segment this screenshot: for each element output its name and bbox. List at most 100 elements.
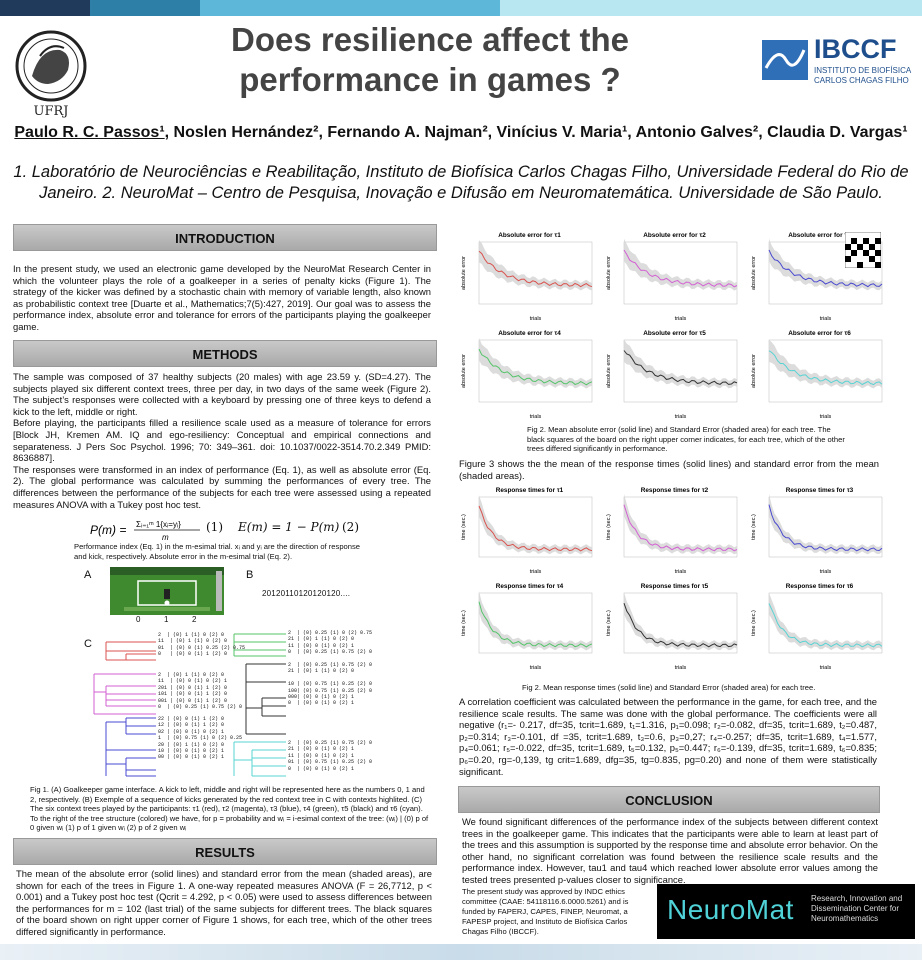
top-color-bar [0, 0, 922, 16]
tree-tau6 [233, 741, 286, 777]
methods-p1: The sample was composed of 37 healthy su… [13, 371, 431, 417]
svg-text:m: m [162, 533, 169, 542]
fig2-absolute-error-plots: Absolute error for τ1 trials absolute erro… [457, 228, 897, 428]
fig2-title-1: Absolute error for τ1 [498, 232, 561, 239]
title-line-1: Does resilience affect the [231, 21, 629, 58]
fig3-xlabel-4: trials [530, 665, 542, 671]
neuromat-tag-2: Dissemination Center for [811, 904, 900, 913]
fig1-caption: Fig 1. (A) Goalkeeper game interface. A … [30, 785, 429, 833]
fig2-mean-line-6 [768, 350, 883, 386]
other-authors: , Noslen Hernández², Fernando A. Najman²… [164, 124, 908, 141]
fig3-title-4: Response times for τ4 [496, 583, 564, 590]
svg-text:P(m) =: P(m) = [90, 523, 126, 537]
fig3-mean-line-5 [623, 603, 738, 648]
fig2-mean-line-5 [623, 350, 738, 385]
fig3-xlabel-5: trials [675, 665, 687, 671]
significance-board [844, 231, 882, 269]
panel-b-label: B [246, 569, 254, 581]
fig2-ylabel-2: absolute error [606, 256, 612, 290]
conclusion-heading: CONCLUSION [458, 786, 880, 813]
results-text: The mean of the absolute error (solid li… [16, 868, 432, 937]
fig2-se-band-5 [624, 339, 737, 389]
ibccf-label: IBCCF [814, 34, 897, 64]
fig2-se-band-1 [479, 240, 592, 291]
fig2-title-2: Absolute error for τ2 [643, 232, 706, 239]
goal-label-1: 1 [164, 615, 169, 624]
fig2-ylabel-1: absolute error [461, 256, 467, 290]
kick-sequence: 20120110120120120.... [262, 589, 350, 598]
fig3-xlabel-2: trials [675, 569, 687, 575]
context-trees: 2 | (0) 1 (1) 0 (2) 0 11 | (0) 1 (1) 0 (… [86, 630, 436, 780]
fig3-mean-line-1 [478, 505, 593, 552]
fig3-se-band-5 [624, 592, 737, 651]
fig3-title-2: Response times for τ2 [641, 487, 709, 494]
fig2-xlabel-1: trials [530, 316, 542, 322]
neuromat-tagline: Research, Innovation and Dissemination C… [811, 894, 902, 924]
goal-label-2: 2 [192, 615, 197, 624]
ibccf-sub1: INSTITUTO DE BIOFÍSICA [814, 66, 912, 75]
fig3-caption: Fig 2. Mean response times (solid line) … [522, 683, 816, 692]
fig3-title-1: Response times for τ1 [496, 487, 564, 494]
fig3-xlabel-1: trials [530, 569, 542, 575]
fig2-mean-line-3 [768, 249, 883, 288]
equation-block: P(m) = Σᵢ₌₁ᵐ 1{xᵢ=yᵢ} m (1) E(m) = 1 − P… [90, 518, 370, 542]
fig2-xlabel-4: trials [530, 414, 542, 420]
fig2-title-5: Absolute error for τ5 [643, 330, 706, 337]
tree-tau3 [105, 717, 156, 777]
methods-p2: Before playing, the participants filled … [13, 417, 431, 464]
fig3-ylabel-2: time (sec.) [606, 514, 612, 540]
fig3-ylabel-4: time (sec.) [461, 610, 467, 636]
fig3-se-band-1 [479, 495, 592, 555]
fig3-mean-line-6 [768, 603, 883, 648]
fig3-se-band-4 [479, 591, 592, 651]
fig2-ylabel-6: absolute error [751, 354, 757, 388]
methods-text: The sample was composed of 37 healthy su… [13, 371, 431, 510]
affiliations: 1. Laboratório de Neurociências e Reabil… [13, 163, 909, 202]
tree-tau5 [245, 663, 286, 735]
authors: Paulo R. C. Passos¹, Noslen Hernández², … [10, 122, 912, 143]
fig2-ylabel-5: absolute error [606, 354, 612, 388]
fig2-xlabel-3: trials [820, 316, 832, 322]
panel-c-label: C [84, 638, 92, 650]
fig2-xlabel-5: trials [675, 414, 687, 420]
introduction-heading: INTRODUCTION [13, 224, 437, 251]
fig3-title-5: Response times for τ5 [641, 583, 709, 590]
methods-heading: METHODS [13, 340, 437, 367]
fig3-mean-line-2 [623, 504, 738, 552]
bottom-color-bar [0, 944, 922, 960]
fig3-mean-line-3 [768, 504, 883, 552]
tree-tau4 [233, 633, 286, 657]
neuromat-tag-1: Research, Innovation and [811, 894, 903, 903]
fig2-se-band-3 [769, 238, 882, 291]
results-heading: RESULTS [13, 838, 437, 865]
ufrj-logo: UFRJ [10, 26, 92, 122]
neuromat-tag-3: Neuromathematics [811, 914, 879, 923]
neuromat-logo: NeuroMat Research, Innovation and Dissem… [657, 884, 915, 939]
fig3-response-time-plots: Response times for τ1 trials time (sec.) Re… [457, 483, 897, 679]
fig2-xlabel-2: trials [675, 316, 687, 322]
fig2-caption: Fig 2. Mean absolute error (solid line) … [527, 425, 845, 454]
ibccf-sub2: CARLOS CHAGAS FILHO [814, 76, 909, 85]
first-author: Paulo R. C. Passos¹ [14, 124, 165, 141]
fig3-title-3: Response times for τ3 [786, 487, 854, 494]
kick-sequence-text: 20120110120120120.... [262, 589, 351, 598]
ethics-funding-text: The present study was approved by INDC e… [462, 887, 629, 936]
fig3-se-band-6 [769, 592, 882, 651]
fig3-ylabel-3: time (sec.) [751, 514, 757, 540]
eq1-label: (1) [206, 520, 223, 534]
eq2-label: (2) [342, 520, 359, 534]
equation-caption: Performance index (Eq. 1) in the m-esima… [74, 542, 361, 561]
eq2: E(m) = 1 − P(m) [238, 520, 340, 534]
conclusion-text: We found significant differences of the … [462, 816, 878, 885]
tree-tau1 [105, 641, 156, 661]
fig3-ylabel-1: time (sec.) [461, 514, 467, 540]
fig3-se-band-2 [624, 493, 737, 555]
poster-title: Does resilience affect the performance i… [150, 20, 710, 100]
fig2-se-band-2 [624, 238, 737, 291]
fig3-xlabel-6: trials [820, 665, 832, 671]
methods-p3: The responses were transformed in an ind… [13, 463, 431, 510]
goal-label-0: 0 [136, 615, 141, 624]
fig2-ylabel-3: absolute error [751, 256, 757, 290]
tree-tau2 [93, 673, 156, 715]
fig3-ylabel-6: time (sec.) [751, 610, 757, 636]
